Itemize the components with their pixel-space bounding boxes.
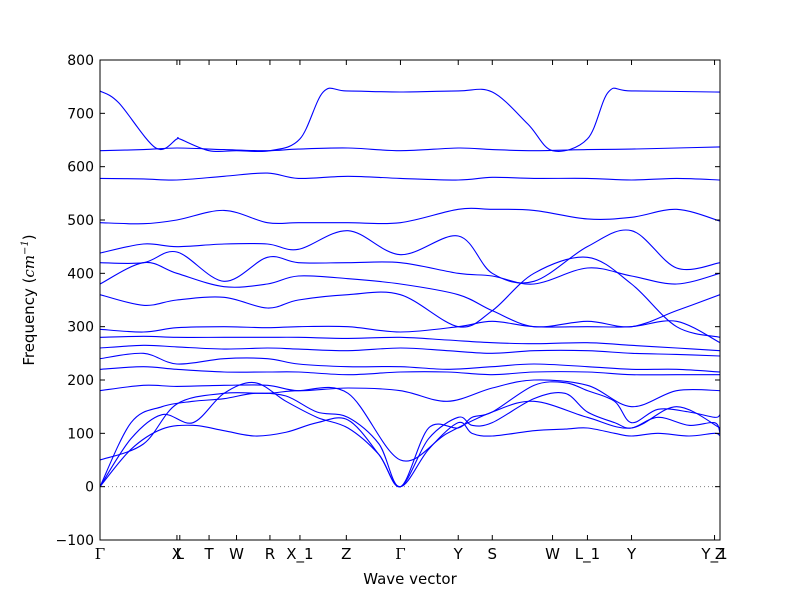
- y-tick-label: 800: [67, 53, 94, 69]
- x-tick-label-6: R: [265, 545, 275, 563]
- y-tick-label: 500: [67, 213, 94, 229]
- y-tick-label: 700: [67, 106, 94, 122]
- x-tick-label-10: Y: [453, 545, 464, 563]
- x-tick-label-12: W: [545, 545, 560, 563]
- plot-frame: [99, 59, 721, 541]
- band-line-8: [100, 344, 720, 357]
- x-tick-label-1: Γ: [95, 545, 105, 563]
- x-tick-label-13: L_1: [575, 545, 600, 564]
- band-line-15: [100, 207, 720, 225]
- y-tick-label: 600: [67, 160, 94, 176]
- y-axis-label-suffix: ): [20, 234, 38, 240]
- band-line-10: [100, 320, 720, 344]
- y-axis-label-prefix: Frequency (: [20, 278, 38, 366]
- phonon-bands: [100, 87, 720, 488]
- x-axis-label: Wave vector: [363, 570, 457, 588]
- y-tick-label: 300: [67, 320, 94, 336]
- band-line-11: [100, 256, 720, 338]
- band-line-5: [100, 379, 720, 408]
- x-axis-ticks: Γ XL T W R X_1 Z Γ Y S W L_1 Y Y_1Z: [95, 60, 728, 564]
- band-line-6: [100, 366, 720, 376]
- x-tick-label-11: S: [488, 545, 498, 563]
- x-tick-label-4: T: [203, 545, 214, 563]
- band-line-18: [100, 87, 720, 153]
- band-line-14: [100, 229, 720, 284]
- x-tick-label-9: Γ: [395, 545, 405, 563]
- band-line-3: [100, 381, 720, 488]
- y-tick-label: 200: [67, 373, 94, 389]
- band-line-1: [100, 417, 720, 488]
- x-tick-label-15: Y_1: [700, 545, 727, 564]
- x-tick-label-3: L: [176, 545, 185, 563]
- y-axis-label-unit: cm: [20, 255, 38, 278]
- band-line-4: [100, 386, 720, 462]
- x-tick-label-8: Z: [341, 545, 351, 563]
- band-line-17: [100, 146, 720, 152]
- y-axis-ticks: −100 0 100 200 300 400 500 600 700 800: [56, 53, 720, 549]
- x-tick-label-2: X: [172, 545, 182, 563]
- band-line-12: [100, 261, 720, 328]
- y-tick-label: 400: [67, 266, 94, 282]
- y-tick-label: −100: [56, 533, 94, 549]
- x-tick-label-14: Y: [626, 545, 637, 563]
- y-tick-label: 100: [67, 426, 94, 442]
- x-tick-label-5: W: [229, 545, 244, 563]
- band-line-7: [100, 352, 720, 373]
- band-line-16: [100, 172, 720, 181]
- x-tick-label-7: X_1: [286, 545, 313, 564]
- y-tick-label: 0: [85, 480, 94, 496]
- x-tick-label-16: Z: [715, 545, 725, 563]
- band-line-13: [100, 250, 720, 285]
- y-axis-label: Frequency (cm−1): [20, 234, 38, 365]
- band-line-9: [100, 335, 720, 352]
- y-axis-label-exponent: −1: [20, 240, 31, 255]
